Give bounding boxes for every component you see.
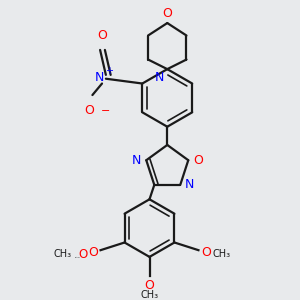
Text: CH₃: CH₃ [213,249,231,259]
Text: O: O [162,7,172,20]
Text: −: − [101,106,110,116]
Text: O: O [145,279,154,292]
Text: O: O [85,104,94,117]
Text: O: O [97,29,107,42]
Text: O: O [201,246,211,259]
Text: CH₃: CH₃ [140,290,159,300]
Text: N: N [132,154,142,167]
Text: N: N [185,178,194,191]
Text: Methoxy: Methoxy [75,256,81,257]
Text: O: O [88,246,98,259]
Text: +: + [105,66,113,76]
Text: CH₃: CH₃ [54,249,72,259]
Text: N: N [94,71,104,84]
Text: O: O [193,154,203,167]
Text: N: N [155,71,164,84]
Text: O: O [79,248,88,260]
